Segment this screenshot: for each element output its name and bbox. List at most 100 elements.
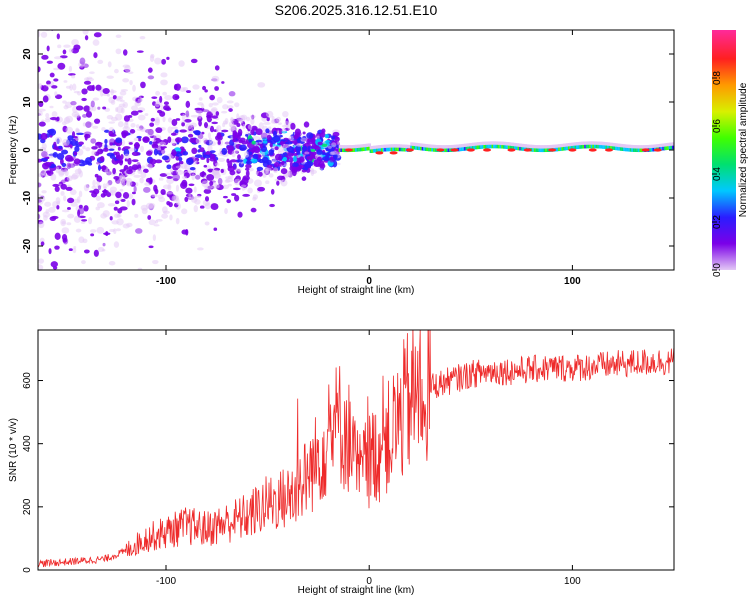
- spectrogram-cell: [79, 57, 86, 65]
- spectrogram-cell: [248, 138, 253, 143]
- spectrogram-cell: [259, 143, 263, 149]
- colorbar-label: Normalized spectral amplitude: [738, 82, 749, 217]
- spectrogram-cell: [603, 142, 607, 149]
- spectrogram-cell: [171, 149, 177, 157]
- spectrogram-cell: [321, 128, 326, 134]
- spectrogram-cell: [99, 156, 105, 163]
- spectrogram-cell: [261, 116, 268, 122]
- spectrogram-cell: [380, 144, 384, 151]
- spectrogram-cell: [543, 148, 547, 153]
- spectrogram-cell: [85, 121, 92, 129]
- spectrogram-cell: [105, 182, 110, 187]
- spectrogram-cell: [437, 145, 441, 152]
- spectrogram-cell: [398, 147, 402, 152]
- spectrogram-cell: [179, 129, 188, 133]
- spectrogram-cell: [265, 180, 270, 185]
- spectrogram-cell: [501, 145, 505, 149]
- spectrogram-cell: [201, 180, 209, 188]
- spectrogram-cell: [216, 96, 223, 104]
- spectrogram-cell: [103, 129, 110, 133]
- spectrogram-cell: [545, 148, 549, 152]
- spectrogram-cell: [428, 147, 432, 152]
- spectrogram-cell: [77, 207, 85, 215]
- spectrogram-cell: [110, 22, 115, 29]
- spectrogram-cell: [293, 134, 299, 140]
- spectrogram-cell: [160, 189, 166, 195]
- spectrogram-cell: [431, 144, 435, 151]
- spectrogram-cell: [662, 143, 666, 150]
- spectrogram-cell: [537, 148, 541, 152]
- spectrogram-cell: [393, 144, 397, 151]
- spectrogram-cell: [584, 144, 588, 149]
- spectrogram-cell: [593, 144, 597, 149]
- spectrogram-cell: [233, 178, 241, 186]
- spectrogram-cell: [546, 145, 550, 152]
- spectrogram-cell: [84, 133, 88, 141]
- spectrogram-cell: [148, 163, 153, 170]
- spectrogram-cell: [90, 100, 95, 108]
- spectrogram-cell: [258, 122, 264, 130]
- spectrogram-cell: [135, 228, 143, 234]
- spectrogram-cell: [395, 144, 399, 151]
- spectrogram-cell: [515, 143, 519, 150]
- spectrogram-cell: [127, 193, 134, 200]
- spectrogram-cell: [208, 137, 213, 144]
- spectrogram-cell: [292, 155, 297, 163]
- spectrogram-cell: [129, 79, 133, 86]
- spectrogram-cell: [41, 162, 50, 170]
- spectrogram-cell: [395, 147, 399, 152]
- snr-y-ticks: 0 200 400 600: [22, 372, 674, 573]
- spectrogram-cell: [446, 148, 450, 153]
- spectrogram-cell: [494, 141, 498, 148]
- spectrogram-cell: [153, 184, 158, 192]
- spectrogram-cell: [120, 198, 126, 202]
- spectrogram-cell: [524, 144, 528, 151]
- spectrogram-cell: [608, 145, 612, 150]
- spectrogram-cell: [457, 147, 461, 152]
- spectrogram-cell: [486, 141, 490, 148]
- spectrogram-cell: [134, 101, 142, 107]
- spectrogram-cell: [514, 143, 518, 150]
- spectrogram-cell: [88, 216, 93, 225]
- spectrogram-cell: [127, 71, 134, 74]
- spectrogram-cell: [191, 173, 196, 181]
- spectrogram-cell: [324, 152, 331, 157]
- spectrogram-cell: [519, 143, 523, 150]
- spectrogram-cell: [255, 139, 263, 143]
- spectrogram-cell: [532, 144, 536, 151]
- spectrogram-cell: [73, 245, 77, 249]
- spectrogram-cell: [478, 145, 482, 149]
- spectrogram-cell: [532, 148, 536, 152]
- spectrogram-cell: [237, 154, 241, 160]
- spectrogram-cell: [166, 56, 170, 60]
- spectrogram-cell: [324, 133, 329, 139]
- spectrogram-cell: [577, 141, 581, 148]
- spectrogram-cell: [512, 142, 516, 149]
- spectrogram-cell: [237, 168, 242, 172]
- spectrogram-cell: [74, 18, 77, 25]
- spectrogram-cell: [576, 145, 580, 149]
- spectrogram-cell: [317, 141, 323, 146]
- spectrogram-cell: [567, 142, 571, 149]
- spectrogram-cell: [62, 49, 67, 55]
- spectrogram-cell: [566, 146, 570, 151]
- spectrogram-cell: [428, 144, 432, 151]
- spectrogram-cell: [585, 141, 589, 148]
- spectrogram-cell: [449, 145, 453, 152]
- spectrogram-cell: [171, 118, 178, 127]
- spectrogram-cell: [564, 143, 568, 150]
- spectrogram-cell: [488, 144, 492, 149]
- spectrogram-cell: [341, 145, 345, 152]
- spectrogram-cell: [140, 171, 147, 179]
- spectrogram-cell: [167, 183, 172, 191]
- spectrogram-cell: [109, 216, 113, 221]
- spectrogram-cell: [356, 144, 360, 151]
- spectrogram-cell: [113, 241, 120, 248]
- spectrogram-cell: [379, 148, 383, 152]
- spectrogram-cell: [42, 211, 50, 218]
- spectrogram-cell: [332, 153, 338, 160]
- spectrogram-cell: [252, 135, 261, 140]
- spectrogram-cell: [556, 144, 560, 151]
- spectrogram-cell: [411, 145, 415, 150]
- spectrogram-cell: [241, 184, 247, 188]
